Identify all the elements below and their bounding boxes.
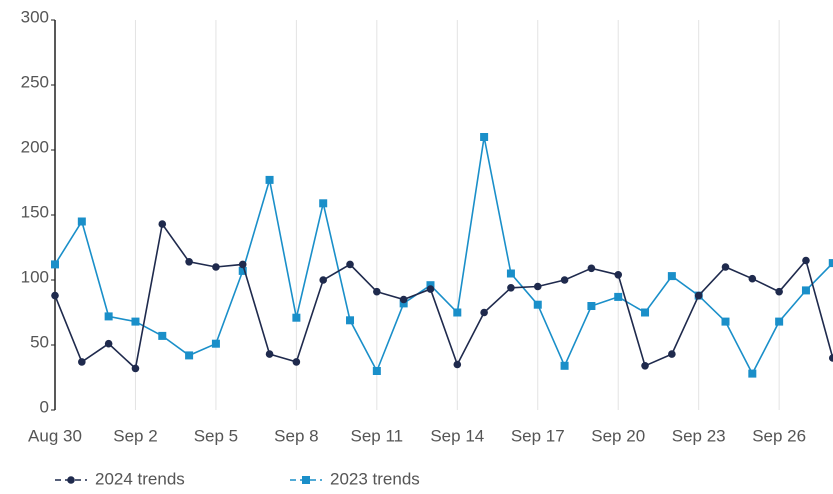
point: [292, 358, 301, 366]
point: [212, 263, 220, 271]
point: [158, 331, 167, 340]
point: [614, 292, 623, 301]
point: [426, 285, 435, 293]
point: [346, 316, 355, 325]
series-line: [54, 222, 833, 370]
point: [265, 175, 274, 184]
legend-label: 2024 trends: [95, 469, 185, 488]
point: [373, 287, 381, 296]
x-tick-label: Sep 5: [194, 426, 238, 445]
point: [104, 339, 113, 348]
y-tick-label: 100: [21, 267, 49, 286]
point: [51, 260, 59, 269]
x-tick-label: Sep 2: [113, 426, 157, 445]
point: [667, 272, 676, 281]
x-tick-label: Aug 30: [28, 426, 82, 445]
point: [211, 339, 220, 348]
point: [292, 313, 301, 322]
point: [560, 361, 569, 370]
point: [533, 282, 542, 291]
point: [131, 364, 140, 373]
x-tick-label: Sep 14: [430, 426, 484, 445]
point: [614, 271, 623, 279]
y-tick-label: 250: [21, 72, 49, 91]
point: [721, 263, 730, 271]
x-tick-label: Sep 17: [511, 426, 565, 445]
legend-marker: [67, 476, 75, 484]
point: [399, 299, 408, 308]
legend-marker: [302, 476, 310, 484]
y-tick-label: 0: [40, 397, 49, 416]
point: [721, 317, 730, 326]
point: [346, 260, 354, 269]
point: [158, 220, 167, 228]
point: [641, 308, 650, 317]
point: [775, 317, 784, 326]
y-tick-label: 150: [21, 202, 49, 221]
point: [372, 367, 381, 375]
point: [748, 369, 757, 378]
point: [748, 274, 757, 283]
point: [480, 308, 488, 317]
x-tick-label: Sep 8: [274, 426, 318, 445]
series-line: [54, 136, 833, 376]
point: [319, 199, 328, 208]
x-tick-label: Sep 26: [752, 426, 806, 445]
point: [533, 300, 542, 309]
point: [319, 276, 328, 284]
x-tick-label: Sep 23: [672, 426, 726, 445]
x-tick-label: Sep 20: [591, 426, 645, 445]
point: [51, 291, 59, 300]
point: [775, 287, 783, 296]
point: [185, 351, 194, 360]
point: [828, 259, 833, 268]
point: [426, 281, 435, 290]
point: [238, 266, 247, 275]
point: [77, 217, 86, 226]
point: [131, 317, 140, 326]
y-tick-label: 200: [21, 137, 49, 156]
point: [185, 258, 193, 266]
point: [507, 284, 515, 292]
point: [104, 312, 113, 321]
point: [238, 260, 247, 269]
point: [265, 350, 274, 358]
point: [587, 264, 596, 273]
point: [399, 295, 408, 304]
point: [802, 256, 810, 265]
point: [506, 269, 515, 278]
point: [801, 286, 810, 295]
point: [587, 302, 596, 310]
x-tick-label: Sep 11: [351, 426, 404, 445]
point: [560, 276, 569, 284]
y-tick-label: 50: [30, 332, 49, 351]
point: [694, 291, 703, 300]
point: [641, 362, 649, 370]
point: [828, 354, 833, 362]
point: [668, 350, 676, 358]
point: [480, 133, 489, 141]
legend-label: 2023 trends: [330, 469, 420, 488]
point: [78, 358, 86, 366]
y-tick-label: 300: [21, 7, 49, 26]
point: [453, 360, 462, 369]
point: [453, 308, 462, 317]
